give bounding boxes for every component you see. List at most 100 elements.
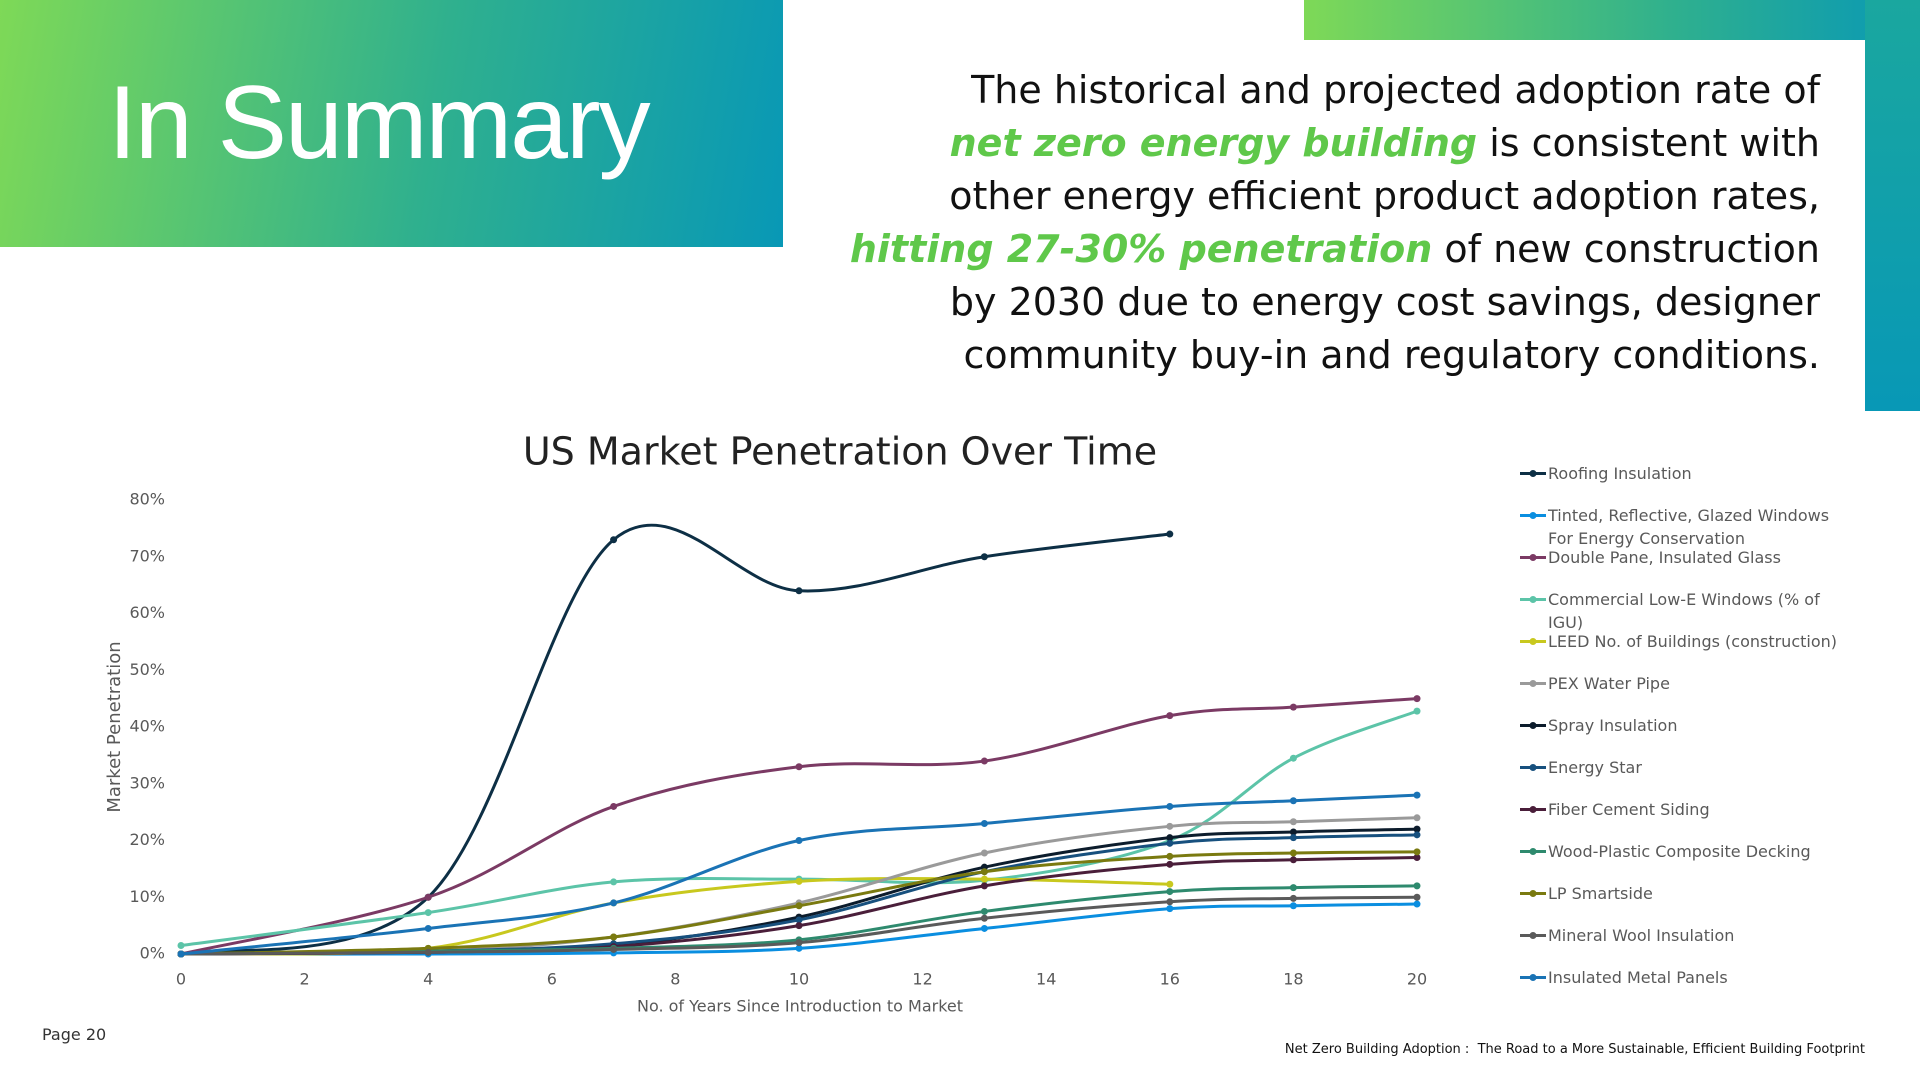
legend-item: Roofing Insulation <box>1518 462 1853 485</box>
text-segment: other energy efficient product adoption … <box>949 174 1820 218</box>
legend-swatch <box>1518 462 1548 485</box>
data-point <box>1166 839 1174 847</box>
legend-marker <box>1529 848 1537 855</box>
legend-item: Insulated Metal Panels <box>1518 966 1853 989</box>
data-point <box>1289 894 1297 902</box>
data-point <box>1166 802 1174 810</box>
data-point <box>980 868 988 876</box>
x-tick-label: 14 <box>1036 970 1056 989</box>
legend-marker <box>1529 932 1537 939</box>
data-point <box>1289 849 1297 857</box>
y-tick-label: 80% <box>129 490 165 509</box>
x-tick-label: 10 <box>789 970 809 989</box>
summary-line: hitting 27-30% penetration of new constr… <box>850 223 1820 276</box>
data-point <box>424 948 432 956</box>
side-accent-bar <box>1865 0 1920 411</box>
legend-item: Tinted, Reflective, Glazed Windows For E… <box>1518 504 1853 550</box>
legend-marker <box>1529 722 1537 729</box>
legend-swatch-icon <box>1520 932 1546 939</box>
page-number: Page 20 <box>42 1025 107 1044</box>
data-point <box>610 899 618 907</box>
data-point <box>1166 852 1174 860</box>
data-point <box>980 875 988 883</box>
legend-marker <box>1529 470 1537 477</box>
x-tick-label: 2 <box>300 970 310 989</box>
legend-swatch <box>1518 924 1548 947</box>
data-point <box>795 763 803 771</box>
legend-label: Energy Star <box>1548 758 1642 777</box>
summary-line: by 2030 due to energy cost savings, desi… <box>850 276 1820 329</box>
legend-item: LEED No. of Buildings (construction) <box>1518 630 1853 653</box>
data-point <box>1166 822 1174 830</box>
text-segment: by 2030 due to energy cost savings, desi… <box>949 280 1820 324</box>
data-point <box>1413 695 1421 703</box>
y-tick-label: 70% <box>129 546 165 565</box>
legend-label: Spray Insulation <box>1548 716 1678 735</box>
data-point <box>1413 882 1421 890</box>
text-segment: is consistent with <box>1477 121 1820 165</box>
legend-swatch <box>1518 588 1548 611</box>
data-point <box>610 802 618 810</box>
data-point <box>980 882 988 890</box>
x-tick-label: 6 <box>547 970 557 989</box>
top-accent-bar <box>1304 0 1920 40</box>
data-point <box>1289 754 1297 762</box>
legend-label: Tinted, Reflective, Glazed Windows For E… <box>1548 506 1830 548</box>
legend-item: Wood-Plastic Composite Decking <box>1518 840 1853 863</box>
data-point <box>795 902 803 910</box>
legend-swatch <box>1518 798 1548 821</box>
legend-label: Wood-Plastic Composite Decking <box>1548 842 1811 861</box>
data-point <box>980 907 988 915</box>
data-point <box>795 877 803 885</box>
data-point <box>1413 814 1421 822</box>
legend-swatch-icon <box>1520 974 1546 981</box>
data-point <box>610 878 618 886</box>
legend-swatch-icon <box>1520 470 1546 477</box>
data-point <box>610 933 618 941</box>
series <box>177 791 1421 958</box>
legend-swatch-icon <box>1520 806 1546 813</box>
legend-item: PEX Water Pipe <box>1518 672 1853 695</box>
data-point <box>177 941 185 949</box>
data-point <box>424 924 432 932</box>
legend-item: LP Smartside <box>1518 882 1853 905</box>
legend-label: PEX Water Pipe <box>1548 674 1670 693</box>
text-segment: The historical and projected adoption ra… <box>971 68 1820 112</box>
x-tick-label: 0 <box>176 970 186 989</box>
x-tick-label: 20 <box>1407 970 1427 989</box>
y-tick-label: 20% <box>129 830 165 849</box>
y-tick-label: 30% <box>129 773 165 792</box>
data-point <box>1289 884 1297 892</box>
data-point <box>1413 791 1421 799</box>
data-point <box>1166 898 1174 906</box>
legend-label: LEED No. of Buildings (construction) <box>1548 632 1838 651</box>
data-point <box>1413 900 1421 908</box>
legend-marker <box>1529 680 1537 687</box>
legend-label: LP Smartside <box>1548 884 1653 903</box>
legend-swatch-icon <box>1520 638 1546 645</box>
data-point <box>1413 893 1421 901</box>
data-point <box>1166 880 1174 888</box>
series-line <box>180 709 1418 947</box>
legend-swatch <box>1518 756 1548 779</box>
data-point <box>795 944 803 952</box>
legend-marker <box>1529 554 1537 561</box>
legend-marker <box>1529 596 1537 603</box>
y-tick-label: 10% <box>129 887 165 906</box>
data-point <box>795 922 803 930</box>
data-point <box>177 950 185 958</box>
data-point <box>980 819 988 827</box>
title-banner <box>0 0 783 247</box>
legend-marker <box>1529 974 1537 981</box>
legend-swatch <box>1518 966 1548 989</box>
y-axis-label: Market Penetration <box>104 641 125 812</box>
document-name: Net Zero Building Adoption : The Road to… <box>1284 1042 1865 1057</box>
legend-label: Mineral Wool Insulation <box>1548 926 1735 945</box>
data-point <box>1289 797 1297 805</box>
data-point <box>980 553 988 561</box>
x-tick-label: 8 <box>670 970 680 989</box>
legend-label: Commercial Low-E Windows (% of IGU) <box>1548 590 1820 632</box>
legend-item: Mineral Wool Insulation <box>1518 924 1853 947</box>
legend-swatch-icon <box>1520 764 1546 771</box>
series-line <box>180 523 1170 956</box>
